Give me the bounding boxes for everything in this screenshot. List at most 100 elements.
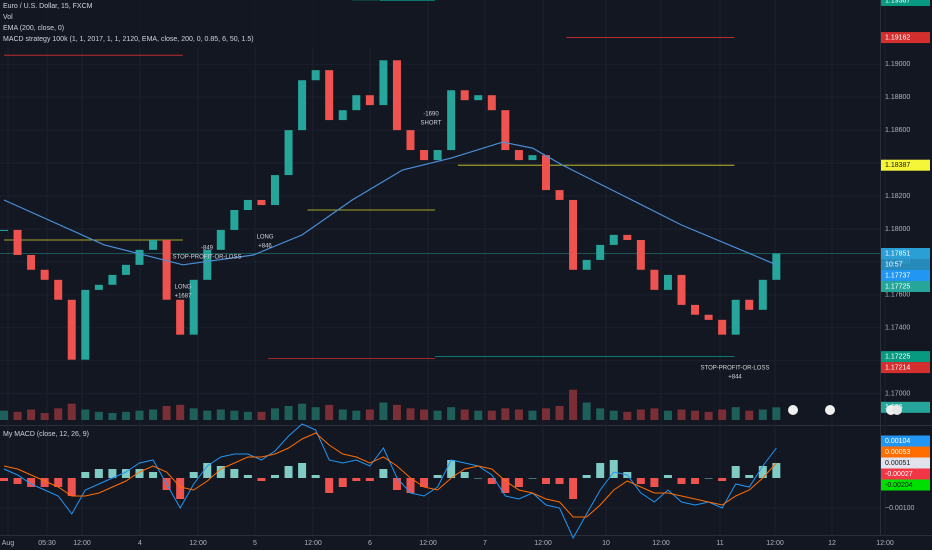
candle [514, 150, 523, 161]
event-icon[interactable] [825, 405, 835, 415]
volume-bar [271, 408, 279, 420]
volume-bar [514, 409, 523, 420]
histogram-bar [542, 478, 550, 484]
histogram-bar [528, 478, 537, 479]
candle [311, 70, 320, 81]
x-tick-label: 12:00 [876, 540, 894, 547]
histogram-bar [257, 478, 266, 481]
x-tick-label: 7 [483, 540, 487, 547]
candle [325, 70, 334, 121]
candle [528, 155, 537, 161]
candle [108, 274, 117, 285]
histogram-bar [772, 463, 781, 478]
candle [460, 90, 469, 101]
volume-bar [81, 409, 90, 420]
volume-bar [555, 406, 564, 420]
histogram-bar [677, 478, 686, 484]
volume-bar [189, 408, 198, 420]
candle [271, 175, 279, 206]
candle [379, 60, 388, 106]
volume-bar [663, 410, 672, 420]
candle [257, 199, 266, 206]
macd-legend[interactable]: My MACD (close, 12, 26, 9) [3, 431, 89, 438]
price-tag [881, 159, 930, 171]
volume-bar [731, 407, 740, 420]
trade-annotation: LONG [174, 285, 191, 291]
histogram-bar [271, 475, 279, 478]
plot: LONG +1687 -849 STOP-PROFIT-OR-LOSS LONG +846… [0, 0, 880, 540]
histogram-bar [650, 478, 659, 487]
candle [433, 150, 442, 161]
volume-bar [325, 404, 334, 420]
volume-bar [677, 409, 686, 420]
volume-bar [487, 410, 496, 420]
volume-bar [176, 404, 185, 420]
histogram-bar [67, 478, 76, 496]
histogram-bar [718, 478, 727, 481]
ema-line [3, 141, 777, 266]
volume-legend[interactable]: Vol [3, 14, 13, 21]
histogram-bar [514, 478, 523, 487]
candle [135, 249, 144, 265]
legend-backdrop [0, 0, 380, 48]
macd-line [3, 432, 777, 518]
histogram-bar [311, 475, 320, 478]
candle [338, 110, 347, 121]
volume-bar [338, 409, 347, 420]
histogram-bar [731, 466, 740, 478]
volume-bar [94, 411, 103, 420]
indicator-tag [881, 479, 930, 491]
candle [40, 269, 49, 280]
candle [447, 90, 456, 151]
candle [555, 190, 564, 200]
volume-bar [745, 410, 754, 420]
candle [677, 274, 686, 305]
y-tick-label: 1.17600 [885, 292, 910, 299]
countdown-label: 10:57 [885, 261, 903, 268]
histogram-bar [176, 478, 185, 499]
histogram-bar [243, 475, 252, 478]
event-icon[interactable] [788, 405, 798, 415]
trade-annotation: SHORT [421, 121, 442, 127]
price-tag-label: 1.17737 [885, 272, 910, 279]
volume-bar [433, 410, 442, 420]
price-tag-label: 1.17214 [885, 364, 910, 371]
x-tick-label: 12:00 [419, 540, 437, 547]
volume-bar [121, 411, 130, 420]
price-tag-label: 1.17851 [885, 250, 910, 257]
countdown-tag [881, 258, 930, 270]
x-tick-label: 12:00 [73, 540, 91, 547]
volume-bar [284, 406, 293, 420]
candle [772, 253, 781, 280]
histogram-bar [474, 478, 483, 479]
price-tag [881, 0, 930, 6]
candle [406, 130, 415, 151]
histogram-bar [433, 475, 442, 478]
volume-bar [528, 410, 537, 420]
strategy-legend[interactable]: MACD strategy 100k (1, 1, 2017, 1, 1, 21… [3, 36, 254, 43]
histogram-bar [365, 478, 374, 481]
indicator-tag [881, 446, 930, 458]
candle [758, 279, 767, 310]
volume-bar [636, 409, 645, 420]
event-icon[interactable] [892, 405, 902, 415]
histogram-bar [704, 478, 713, 479]
x-tick-label: 12 [828, 540, 836, 547]
ema-legend[interactable]: EMA (200, close, 0) [3, 25, 64, 32]
histogram-bar [758, 466, 767, 478]
trade-annotation: +846 [258, 244, 272, 250]
histogram-bar [338, 478, 347, 487]
indicator-tag-label: 0.00051 [885, 460, 910, 467]
candle [0, 229, 8, 231]
candle [663, 274, 672, 290]
candle [365, 95, 374, 106]
indicator-tag-label: 0.00104 [885, 438, 910, 445]
trade-annotation: -1690 [423, 112, 439, 118]
histogram-bar [501, 478, 510, 493]
candle [54, 279, 63, 300]
histogram-bar [582, 475, 591, 478]
symbol-title[interactable]: Euro / U.S. Dollar, 15, FXCM [3, 3, 93, 10]
histogram-bar [420, 478, 429, 487]
indicator-tag-label: -0.00204 [885, 482, 913, 489]
volume-bar [108, 413, 117, 420]
